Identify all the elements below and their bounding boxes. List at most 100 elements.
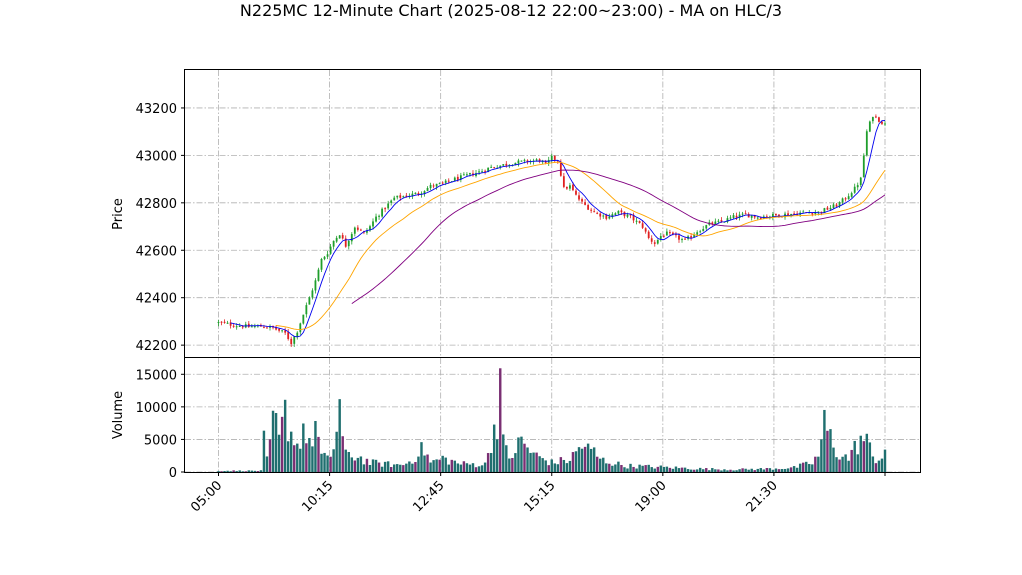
candle-body (802, 211, 805, 213)
candle-body (381, 208, 384, 217)
volume-bar (238, 470, 241, 472)
candle-body (711, 222, 714, 225)
volume-bar (662, 466, 666, 472)
volume-bar (399, 464, 402, 472)
volume-bar (632, 466, 635, 472)
volume-bar (538, 456, 541, 472)
volume-bar (605, 463, 608, 472)
volume-bar (835, 457, 838, 472)
candle-body (835, 204, 838, 207)
candle-body (635, 220, 638, 222)
candle-body (817, 211, 820, 213)
candle-body (672, 232, 674, 235)
price-tick-label: 42400 (136, 292, 177, 307)
volume-bar (720, 470, 723, 472)
candle-body (811, 213, 814, 215)
candle-body (305, 305, 308, 315)
candle-body (862, 155, 865, 178)
volume-bar (380, 466, 384, 472)
candle-body (662, 235, 665, 237)
candle-body (456, 176, 459, 180)
x-tick-label: 05:00 (188, 478, 225, 515)
volume-bar (565, 463, 569, 472)
volume-bar (241, 471, 244, 472)
candle-body (263, 327, 265, 329)
price-axis-label: Price (111, 198, 126, 230)
candle-body (853, 186, 856, 193)
volume-bar (680, 467, 684, 472)
candle-body (502, 164, 505, 166)
candle-body (696, 232, 699, 235)
volume-bar (253, 470, 257, 472)
candle-body (756, 217, 759, 219)
volume-bar (626, 468, 629, 472)
candle-body (481, 171, 483, 173)
volume-bar (232, 470, 235, 472)
candle-body (841, 198, 844, 203)
volume-bar (738, 469, 741, 472)
x-tick-label: 19:00 (633, 478, 670, 515)
volume-bar (450, 459, 453, 472)
candle-body (226, 322, 229, 324)
volume-bar (526, 447, 529, 472)
candle-body (602, 215, 605, 217)
candle-body (266, 327, 268, 329)
candle-body (826, 207, 829, 210)
volume-bar (514, 453, 517, 472)
candle-body (541, 161, 544, 163)
volume-bar (289, 431, 293, 472)
volume-bar (544, 460, 547, 472)
volume-bar (283, 399, 287, 472)
candle-body (614, 213, 617, 215)
candle-body (447, 180, 450, 182)
candle-body (332, 240, 335, 247)
volume-bar (568, 460, 572, 472)
volume-bar (368, 464, 372, 472)
volume-bar (280, 416, 284, 472)
volume-bar (841, 456, 844, 472)
volume-bar (723, 469, 726, 472)
volume-bar (874, 463, 878, 472)
volume-bar (429, 462, 432, 472)
volume-panel-frame (184, 357, 921, 473)
candle-body (220, 321, 223, 323)
volume-bar (814, 456, 817, 472)
volume-bar (850, 449, 853, 472)
volume-bar (250, 470, 254, 472)
candle-body (702, 228, 705, 232)
candle-body (726, 218, 729, 223)
volume-y-axis: 0 5000 10000 15000 (136, 368, 185, 481)
volume-bar (759, 468, 763, 472)
volume-bar (486, 453, 490, 472)
volume-bar (547, 465, 550, 472)
ma-long-line (351, 169, 886, 304)
volume-bar (789, 467, 793, 472)
candle-body (659, 236, 662, 239)
volume-bar (356, 457, 360, 472)
volume-bar (611, 465, 614, 472)
volume-tick-label: 10000 (136, 401, 177, 416)
candle-body (453, 177, 456, 182)
volume-bar (586, 443, 590, 472)
candle-body (520, 160, 523, 162)
volume-bar (405, 463, 408, 472)
candle-body (269, 326, 271, 328)
volume-bar (862, 441, 866, 472)
volume-bar (553, 463, 556, 472)
volume-bar (335, 431, 338, 472)
volume-bar (420, 442, 423, 472)
candle-body (247, 323, 250, 327)
candle-body (790, 213, 792, 216)
candle-body (638, 221, 641, 224)
volume-bar (350, 457, 354, 472)
volume-bar (711, 468, 714, 472)
candle-body (241, 326, 244, 328)
volume-bar (323, 452, 326, 472)
candle-body (378, 215, 380, 217)
candle-body (366, 230, 368, 233)
volume-bar (698, 467, 702, 472)
volume-bar (729, 469, 732, 472)
volume-bar (489, 453, 493, 472)
volume-bar (402, 465, 405, 472)
candle-body (396, 195, 399, 198)
